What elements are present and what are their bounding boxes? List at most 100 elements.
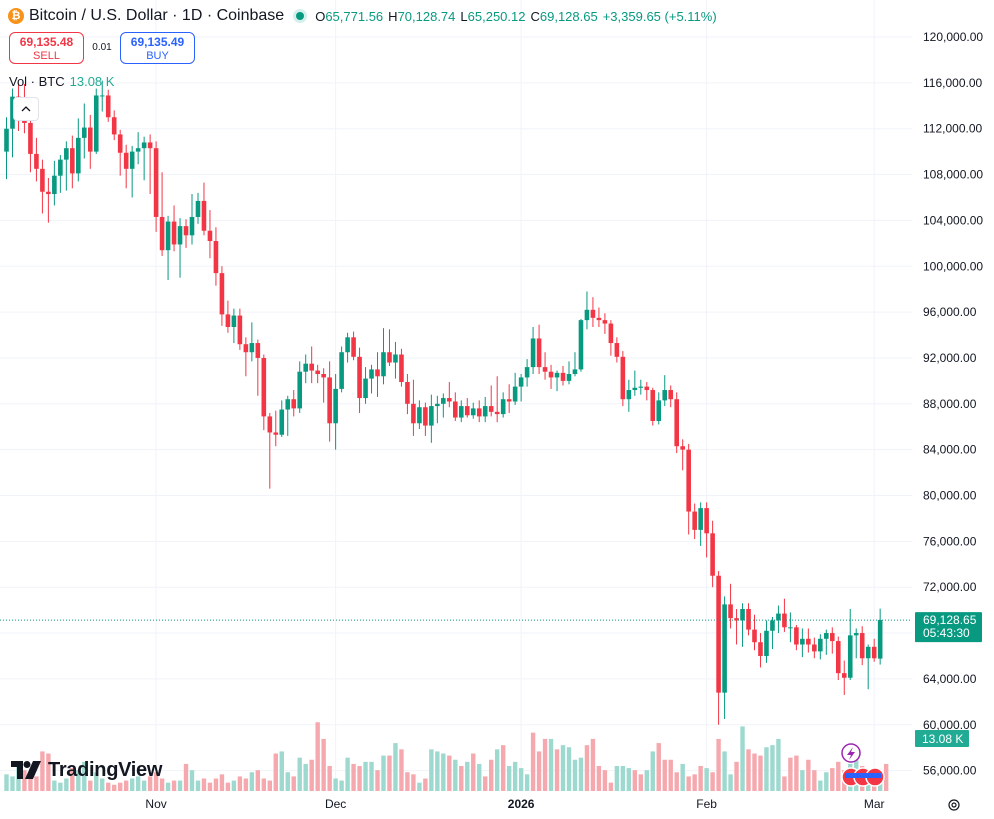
candle [536, 324, 542, 374]
candle [345, 332, 350, 363]
candle [524, 359, 530, 387]
x-tick-label: Mar [864, 797, 885, 811]
candle [740, 603, 745, 647]
volume-bar [722, 751, 727, 791]
candle [853, 628, 859, 659]
volume-bar [189, 770, 195, 791]
candle [476, 400, 482, 423]
symbol-title[interactable]: Bitcoin / U.S. Dollar · 1D · Coinbase [29, 7, 285, 24]
volume-bar [375, 770, 380, 791]
buy-button[interactable]: 69,135.49 BUY [120, 32, 195, 64]
volume-bar [171, 780, 177, 791]
candle [590, 297, 596, 328]
volume-bar [76, 770, 81, 791]
volume-bar [231, 780, 237, 791]
candle [746, 603, 751, 636]
volume-bar [423, 778, 428, 791]
candle [429, 394, 434, 443]
volume-bar [267, 780, 272, 791]
volume-bar [153, 772, 159, 791]
x-tick-label: Nov [145, 797, 166, 811]
volume-bar [303, 763, 308, 791]
candle [34, 137, 39, 182]
candle [321, 368, 326, 403]
candle [339, 346, 344, 393]
candle [554, 370, 560, 392]
candle [165, 215, 171, 281]
bar-countdown-label: 05:43:30 [923, 626, 970, 640]
market-open-icon[interactable] [293, 9, 308, 23]
tradingview-logo[interactable]: TradingView [11, 758, 162, 782]
volume-bar [530, 732, 536, 791]
y-tick-label: 64,000.00 [923, 672, 977, 686]
candlesticks [4, 80, 883, 725]
volume-bar [291, 776, 296, 791]
volume-legend-value: 13.08 K [69, 74, 115, 89]
candle [674, 392, 680, 454]
candle [716, 571, 721, 725]
candle [64, 141, 69, 191]
volume-bar [512, 761, 518, 791]
events-markers[interactable] [841, 743, 885, 787]
volume-bar [417, 782, 422, 791]
candle [668, 385, 674, 408]
candle [177, 218, 183, 278]
candle [500, 392, 506, 418]
candle [58, 155, 63, 193]
volume-bar [746, 749, 751, 791]
volume-bar [638, 774, 644, 791]
volume-bar [297, 757, 302, 791]
candle [411, 379, 416, 436]
volume-bar [345, 757, 350, 791]
volume-bar [82, 761, 87, 791]
candle [189, 194, 195, 245]
candle [123, 144, 129, 189]
y-tick-label: 108,000.00 [923, 168, 983, 182]
candle [548, 364, 554, 389]
candle [752, 614, 757, 651]
candle [560, 365, 566, 386]
candle [4, 117, 9, 180]
candle [261, 354, 267, 431]
volume-bar [381, 755, 386, 791]
volume-bar [405, 772, 410, 791]
volume-bar [483, 776, 488, 791]
x-tick-label: Feb [696, 797, 717, 811]
candle [704, 502, 709, 558]
volume-bar [686, 776, 691, 791]
candle [363, 367, 368, 404]
volume-bar [315, 722, 320, 791]
candle [488, 385, 494, 417]
volume-bar [94, 772, 99, 791]
candle [183, 219, 189, 248]
sell-button[interactable]: 69,135.48 SELL [9, 32, 84, 64]
volume-bar [447, 755, 452, 791]
volume-bar [40, 751, 45, 791]
time-axis[interactable]: Nov Dec 2026 Feb Mar [145, 797, 884, 811]
volume-legend[interactable]: Vol · BTC 13.08 K [9, 74, 114, 89]
candle [285, 395, 291, 436]
volume-bar [333, 778, 338, 791]
chevron-up-icon[interactable] [13, 97, 39, 121]
candle [255, 339, 261, 396]
buy-label: BUY [146, 50, 169, 62]
candle [871, 638, 877, 662]
candle [794, 625, 799, 651]
volume-bar [195, 780, 201, 791]
volume-bar [261, 778, 267, 791]
y-tick-label: 88,000.00 [923, 397, 977, 411]
volume-bar [106, 782, 111, 791]
volume-bar [608, 782, 614, 791]
volume-bar [369, 761, 374, 791]
candle [644, 382, 650, 401]
candle [369, 364, 374, 394]
volume-bar [824, 772, 829, 791]
volume-bar [830, 768, 835, 791]
gear-icon[interactable] [946, 797, 962, 813]
candle [470, 402, 476, 419]
candle [249, 322, 255, 362]
logo-text: TradingView [48, 758, 163, 781]
price-axis[interactable]: 120,000.00 116,000.00 112,000.00 108,000.00… [923, 30, 983, 778]
sell-label: SELL [33, 50, 60, 62]
